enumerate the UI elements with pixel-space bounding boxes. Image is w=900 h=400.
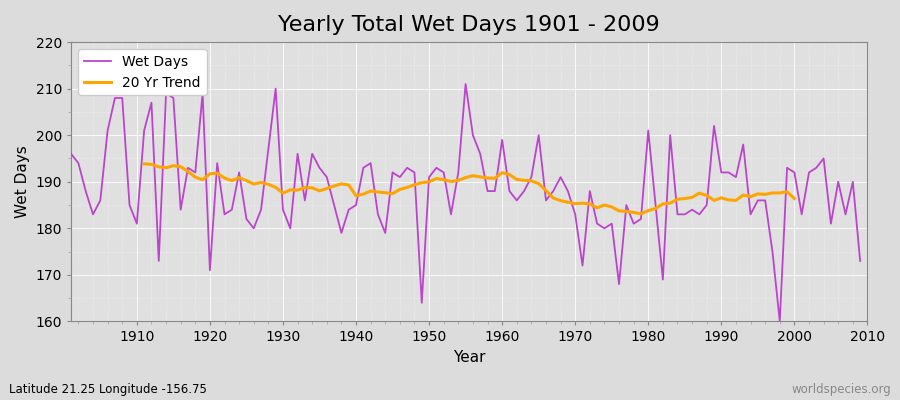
Wet Days <box>460 82 471 86</box>
20 Yr Trend <box>789 196 800 201</box>
Wet Days <box>285 226 296 231</box>
20 Yr Trend <box>139 162 149 166</box>
Wet Days <box>328 203 339 208</box>
Wet Days <box>66 152 77 156</box>
20 Yr Trend <box>227 178 238 183</box>
Y-axis label: Wet Days: Wet Days <box>15 145 30 218</box>
20 Yr Trend <box>701 193 712 198</box>
X-axis label: Year: Year <box>453 350 485 365</box>
Wet Days <box>855 258 866 263</box>
20 Yr Trend <box>635 212 646 216</box>
Legend: Wet Days, 20 Yr Trend: Wet Days, 20 Yr Trend <box>78 49 206 95</box>
20 Yr Trend <box>687 195 698 200</box>
Wet Days <box>504 189 515 194</box>
Wet Days <box>591 221 602 226</box>
Wet Days <box>774 319 785 324</box>
Wet Days <box>124 203 135 208</box>
Line: Wet Days: Wet Days <box>71 84 860 322</box>
Title: Yearly Total Wet Days 1901 - 2009: Yearly Total Wet Days 1901 - 2009 <box>278 15 660 35</box>
Text: Latitude 21.25 Longitude -156.75: Latitude 21.25 Longitude -156.75 <box>9 383 207 396</box>
Line: 20 Yr Trend: 20 Yr Trend <box>144 164 795 214</box>
20 Yr Trend <box>591 206 602 210</box>
Wet Days <box>497 138 508 142</box>
20 Yr Trend <box>767 190 778 195</box>
Text: worldspecies.org: worldspecies.org <box>791 383 891 396</box>
20 Yr Trend <box>336 182 346 186</box>
